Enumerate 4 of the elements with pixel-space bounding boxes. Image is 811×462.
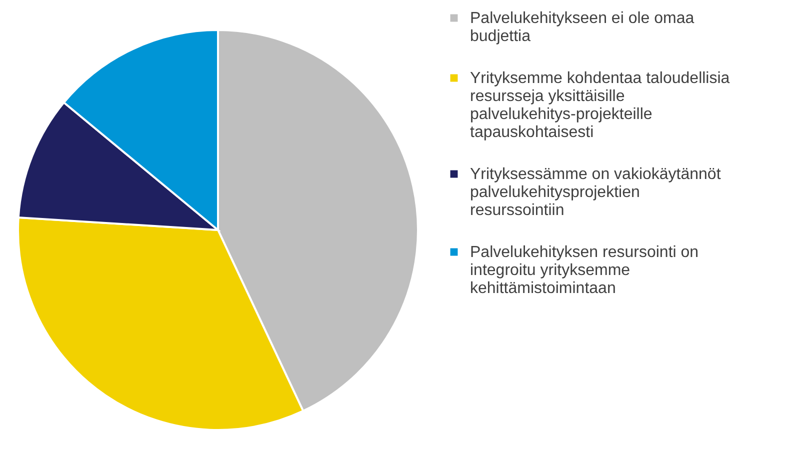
legend-label: Yrityksessämme on vakiokäytännöt palvelukehitysprojektien resurssointiin [470,166,722,219]
legend-label: Palvelukehitykseen ei ole omaa budjettia [470,10,694,45]
legend-label: Palvelukehityksen resursointi on integroitu yrityksemme kehittämistoimintaan [470,244,699,297]
legend-label: Yrityksemme kohdentaa taloudellisia resursseja yksittäisille palvelukehitys-projekteille tapauskohtaisesti [470,70,730,141]
